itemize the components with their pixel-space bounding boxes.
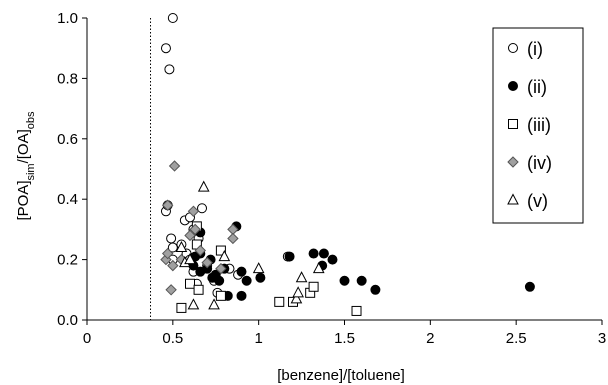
legend-label: (i): [527, 39, 543, 59]
y-tick-label: 0.2: [57, 252, 78, 269]
data-point: [312, 262, 325, 274]
data-point: [252, 262, 265, 274]
data-point: [227, 232, 239, 245]
y-tick-label: 0.0: [57, 312, 78, 329]
data-point: [370, 284, 381, 295]
data-point: [339, 275, 350, 286]
data-point: [167, 242, 178, 253]
data-point: [292, 286, 304, 298]
data-point: [167, 13, 178, 23]
data-point: [351, 305, 362, 316]
data-point: [184, 229, 196, 242]
data-point: [189, 223, 201, 236]
legend: (i) (ii) (iii) (iv) (v): [492, 27, 584, 224]
data-point: [175, 240, 188, 253]
data-point: [161, 247, 174, 260]
data-point: [160, 43, 171, 54]
data-points: [160, 13, 535, 316]
legend-label: (v): [527, 191, 548, 211]
data-point: [218, 250, 231, 262]
data-point: [215, 290, 226, 301]
x-tick-label: 0.5: [162, 330, 183, 347]
data-point: [274, 296, 285, 307]
legend-marker: [508, 119, 518, 129]
x-tick-label: 2.5: [506, 330, 527, 347]
data-point: [318, 248, 329, 259]
legend-label: (iii): [527, 115, 551, 135]
x-tick-label: 0: [83, 330, 91, 347]
data-point: [168, 160, 181, 172]
data-point: [161, 199, 174, 211]
legend-marker: [507, 156, 519, 168]
x-tick-label: 2: [426, 330, 434, 347]
data-point: [201, 256, 213, 269]
y-tick-label: 0.8: [57, 70, 78, 87]
data-point: [290, 292, 303, 304]
data-point: [356, 275, 367, 286]
data-point: [241, 275, 252, 286]
data-point: [524, 281, 535, 292]
data-point: [165, 284, 177, 296]
data-point: [284, 251, 295, 262]
data-point: [215, 262, 227, 275]
legend-marker: [508, 43, 518, 53]
x-tick-label: 3: [598, 330, 606, 347]
data-point: [295, 271, 308, 283]
data-point: [308, 248, 319, 259]
data-point: [236, 266, 247, 277]
data-point: [184, 253, 196, 265]
data-point: [187, 298, 200, 310]
legend-label: (ii): [527, 77, 547, 97]
data-point: [197, 203, 208, 214]
y-tick-label: 1.0: [57, 10, 78, 27]
data-point: [255, 272, 266, 283]
data-point: [236, 290, 247, 301]
data-point: [308, 281, 319, 292]
data-point: [197, 180, 210, 192]
data-point: [176, 302, 187, 313]
data-point: [215, 245, 226, 256]
data-point: [185, 278, 195, 289]
y-tick-label: 0.6: [57, 131, 78, 148]
data-point: [164, 64, 175, 75]
axes: 0 0.5 1 1.5 2 2.5 3 0.0 0.2 0.4 0.6 0.8 1.0: [57, 10, 606, 347]
y-tick-label: 0.4: [57, 191, 78, 208]
data-point: [167, 259, 179, 272]
legend-marker: [508, 81, 518, 91]
data-point: [327, 254, 338, 265]
y-axis-label: [POA]sim/[OA]obs: [15, 111, 37, 221]
data-point: [194, 244, 207, 257]
x-axis-label: [benzene]/[toluene]: [277, 367, 405, 384]
data-point: [208, 298, 220, 310]
x-tick-label: 1.5: [334, 330, 355, 347]
data-point: [166, 233, 177, 244]
data-point: [214, 275, 225, 286]
legend-label: (iv): [527, 153, 552, 173]
data-point: [187, 205, 200, 217]
x-tick-label: 1: [254, 330, 262, 347]
legend-marker: [507, 193, 519, 205]
data-point: [193, 284, 204, 295]
